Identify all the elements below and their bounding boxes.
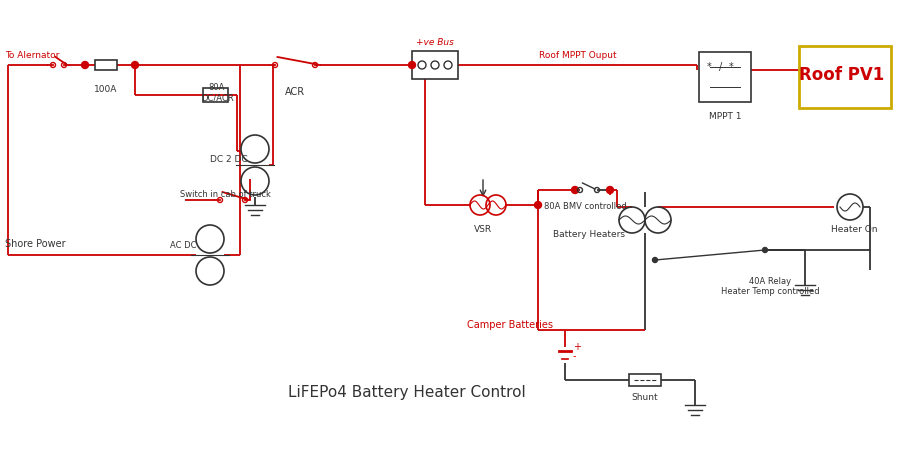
FancyBboxPatch shape bbox=[799, 46, 891, 108]
Text: 80A BMV controlled: 80A BMV controlled bbox=[544, 202, 626, 211]
Bar bbox=[202, 88, 228, 102]
Text: Camper Batteries: Camper Batteries bbox=[467, 320, 553, 330]
Text: *: * bbox=[729, 62, 733, 72]
Text: *: * bbox=[707, 62, 712, 72]
Circle shape bbox=[535, 202, 542, 208]
Text: Switch in cab of truck: Switch in cab of truck bbox=[180, 190, 271, 199]
Circle shape bbox=[762, 248, 768, 253]
Text: -: - bbox=[573, 351, 577, 361]
Text: Shore Power: Shore Power bbox=[5, 239, 66, 249]
Bar bbox=[629, 374, 661, 386]
Bar bbox=[699, 52, 751, 102]
Text: 40A Relay
Heater Temp controlled: 40A Relay Heater Temp controlled bbox=[721, 277, 819, 296]
Circle shape bbox=[82, 61, 88, 69]
Circle shape bbox=[572, 187, 579, 193]
Circle shape bbox=[652, 258, 658, 263]
Text: DC 2 DC: DC 2 DC bbox=[210, 156, 248, 165]
Text: To Alernator: To Alernator bbox=[5, 51, 59, 60]
Circle shape bbox=[607, 187, 614, 193]
Text: +ve Bus: +ve Bus bbox=[416, 38, 454, 47]
Text: Roof MPPT Ouput: Roof MPPT Ouput bbox=[539, 51, 617, 60]
Circle shape bbox=[131, 61, 139, 69]
Text: LiFEPo4 Battery Heater Control: LiFEPo4 Battery Heater Control bbox=[288, 385, 526, 400]
Text: VSR: VSR bbox=[474, 225, 492, 234]
Text: 100A: 100A bbox=[94, 85, 118, 94]
Circle shape bbox=[409, 61, 416, 69]
Text: /: / bbox=[719, 62, 722, 72]
Text: Shunt: Shunt bbox=[632, 393, 658, 402]
Bar bbox=[412, 51, 458, 79]
Text: +: + bbox=[573, 342, 581, 352]
Text: 80A
DC/ACR: 80A DC/ACR bbox=[201, 83, 233, 102]
Text: AC DC: AC DC bbox=[170, 241, 197, 250]
Text: Heater On: Heater On bbox=[831, 225, 878, 234]
Text: ACR: ACR bbox=[285, 87, 305, 97]
Bar bbox=[95, 60, 117, 70]
Text: Battery Heaters: Battery Heaters bbox=[553, 230, 625, 239]
Text: MPPT 1: MPPT 1 bbox=[709, 112, 742, 121]
Text: Roof PV1: Roof PV1 bbox=[799, 66, 885, 84]
